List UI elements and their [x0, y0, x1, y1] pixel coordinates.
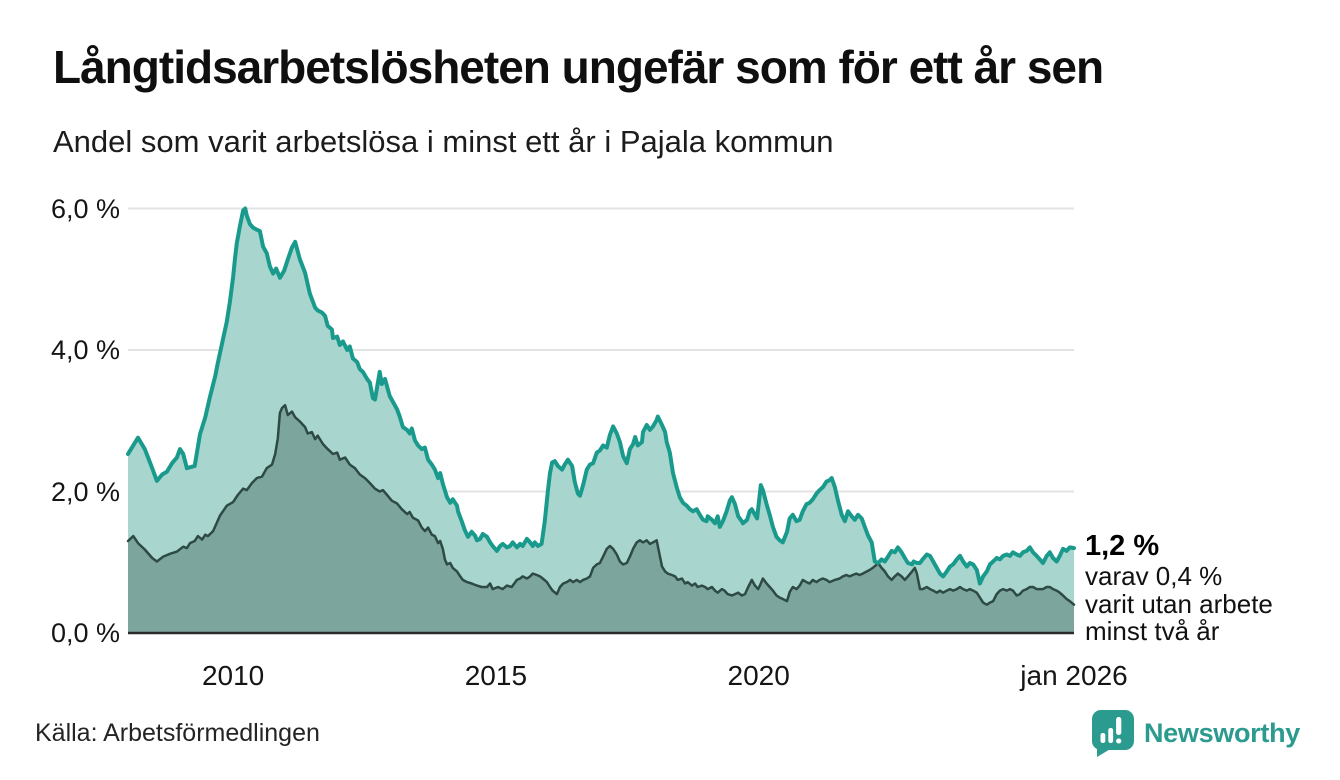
y-tick-label: 6,0 % — [50, 193, 120, 224]
y-tick-label: 0,0 % — [50, 618, 120, 648]
source-credit: Källa: Arbetsförmedlingen — [35, 719, 320, 747]
x-tick-label: 2010 — [201, 660, 265, 691]
annotation-line-2: varit utan arbete — [1085, 588, 1273, 619]
end-value-label: 1,2 % — [1085, 530, 1160, 562]
y-tick-label: 2,0 % — [50, 476, 120, 507]
annotation-line-3: minst två år — [1085, 616, 1220, 646]
end-value-annotation: 1,2 % varav 0,4 % varit utan arbete mins… — [1085, 529, 1315, 646]
line-arbetslosa-minst-ett-ar — [126, 206, 1076, 586]
x-tick-label: 2015 — [464, 660, 528, 691]
area-utan-arbete-minst-tva-ar — [128, 405, 1074, 633]
newsworthy-brand: Newsworthy — [1091, 708, 1300, 758]
y-tick-label: 4,0 % — [50, 335, 120, 365]
newsworthy-wordmark: Newsworthy — [1143, 717, 1300, 748]
annotation-line-1: varav 0,4 % — [1085, 561, 1223, 591]
x-tick-label: 2020 — [727, 660, 790, 691]
x-tick-label: jan 2026 — [1020, 660, 1128, 691]
chart-subtitle: Andel som varit arbetslösa i minst ett å… — [53, 124, 834, 159]
newsworthy-logo-icon — [1091, 709, 1135, 757]
line-utan-arbete-minst-tva-ar — [126, 403, 1076, 606]
page-title: Långtidsarbetslösheten ungefär som för e… — [53, 41, 1104, 93]
